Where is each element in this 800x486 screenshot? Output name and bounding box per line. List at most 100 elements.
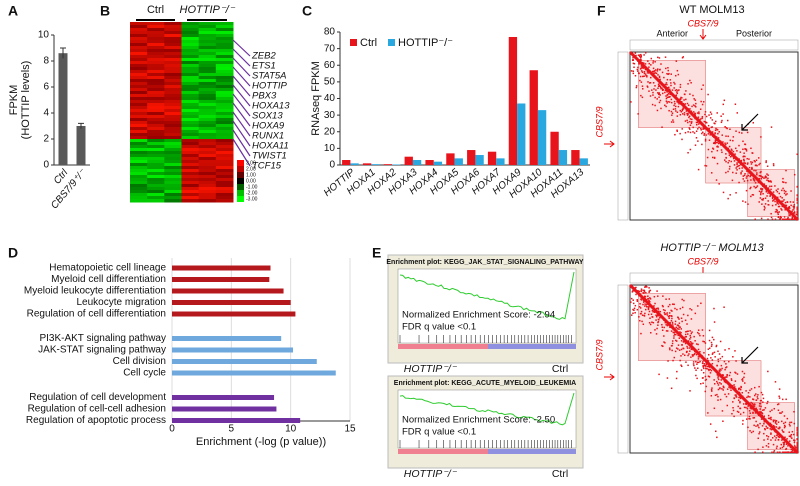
heatmap-cell (181, 46, 200, 50)
contact (719, 387, 721, 390)
heatmap-cell (164, 187, 182, 191)
contact (770, 188, 772, 191)
contact (689, 350, 691, 352)
contact (738, 144, 740, 147)
contact (758, 174, 761, 177)
heatmap-cell (164, 22, 182, 26)
contact (681, 344, 683, 346)
diagonal (628, 50, 800, 222)
contact (723, 159, 726, 161)
rank-bar-red (398, 449, 488, 454)
contact (661, 326, 664, 328)
contact (632, 72, 635, 75)
contact (682, 347, 685, 350)
contact (725, 153, 727, 155)
y-tick-label: 6 (43, 82, 49, 93)
contact (762, 446, 764, 448)
bar (172, 311, 296, 317)
contact (689, 93, 691, 95)
contact (714, 430, 717, 433)
contact (688, 115, 691, 117)
contact (643, 289, 645, 292)
contact (752, 177, 755, 180)
contact (716, 162, 719, 165)
contact (691, 331, 693, 333)
contact (681, 138, 683, 141)
contact (700, 129, 702, 131)
heatmap-cell (181, 118, 200, 122)
contact (717, 399, 719, 401)
contact (670, 309, 672, 312)
contact (722, 385, 725, 388)
contact (650, 57, 653, 60)
contact (732, 406, 734, 409)
group-label: HOTTIP⁻/⁻ (404, 468, 458, 480)
contact (728, 360, 730, 363)
contact (631, 291, 634, 293)
contact (793, 205, 796, 208)
contact (720, 383, 722, 385)
contact (729, 387, 731, 389)
contact (773, 435, 776, 437)
contact (778, 388, 781, 390)
heatmap-cell (215, 40, 234, 44)
color-scale-swatch (237, 172, 244, 178)
contact (772, 191, 775, 193)
contact (630, 101, 632, 103)
contact (785, 443, 788, 445)
contact (632, 302, 635, 305)
contact (775, 437, 777, 439)
contact (793, 441, 796, 444)
contact (702, 127, 705, 129)
heatmap-cell (215, 160, 234, 164)
contact (705, 121, 708, 124)
heatmap-cell (164, 148, 182, 152)
heatmap-cell (198, 121, 217, 125)
contact (725, 395, 728, 398)
contact (677, 73, 680, 76)
bar (454, 158, 463, 165)
contact (796, 206, 798, 209)
heatmap-cell (147, 196, 165, 200)
heatmap-cell (164, 193, 182, 197)
contact (674, 323, 677, 325)
contact (640, 94, 642, 97)
contact (750, 401, 752, 404)
heatmap-cell (181, 157, 200, 161)
contact (750, 174, 752, 177)
y-tick-label: Leukocyte migration (77, 297, 167, 308)
contact (789, 451, 791, 453)
contact (666, 102, 668, 104)
contact (739, 397, 742, 400)
contact (689, 338, 691, 340)
contact (789, 436, 792, 438)
contact (692, 94, 694, 97)
contact (725, 135, 727, 137)
contact (778, 436, 781, 439)
contact (742, 423, 744, 425)
heatmap-cell (147, 187, 165, 191)
heatmap-cell (130, 85, 148, 89)
contact (751, 166, 753, 169)
heatmap-cell (130, 142, 148, 146)
contact (693, 353, 696, 356)
contact (690, 309, 693, 311)
y-tick-label: 80 (324, 27, 336, 38)
plot-title: Enrichment plot: KEGG_JAK_STAT_SIGNALING… (386, 259, 584, 266)
contact (673, 356, 676, 359)
contact (697, 329, 700, 331)
contact (709, 117, 712, 119)
contact (725, 171, 727, 174)
heatmap-cell (147, 91, 165, 95)
contact (710, 394, 713, 397)
contact (657, 307, 659, 309)
gene-label: SOX13 (252, 111, 283, 122)
heatmap-cell (147, 73, 165, 77)
heatmap-cell (215, 181, 234, 185)
contact (752, 122, 755, 124)
contact (738, 131, 741, 134)
contact (699, 351, 701, 353)
contact (705, 378, 708, 381)
heatmap-cell (147, 121, 165, 125)
contact (711, 131, 714, 133)
